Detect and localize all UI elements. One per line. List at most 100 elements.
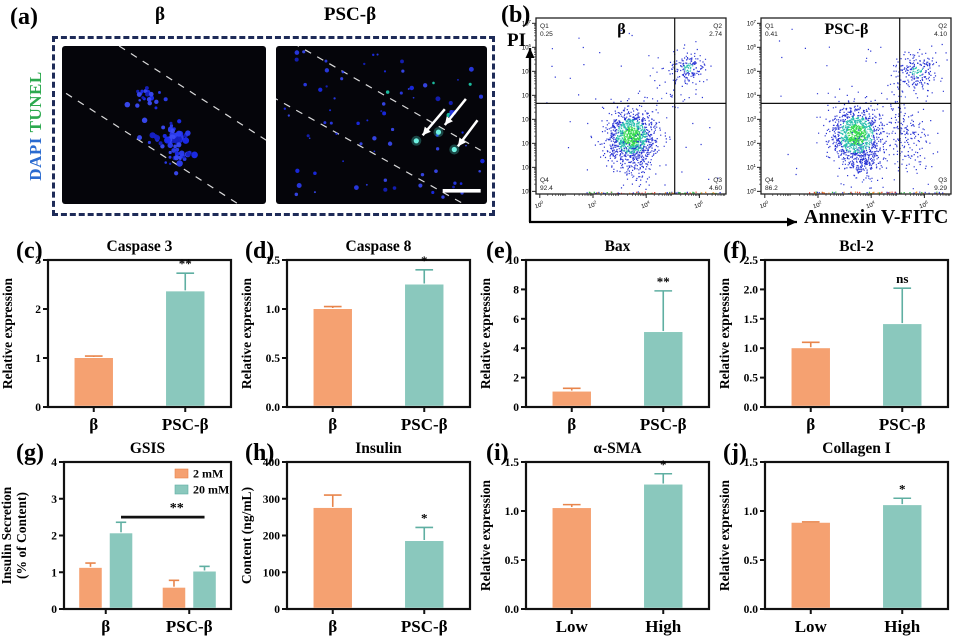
panel-c: (c) Caspase 3 Relative expression 0 1 2 3 β PSC… bbox=[0, 236, 239, 439]
bar bbox=[166, 291, 205, 406]
panel-label-a: (a) bbox=[10, 4, 38, 30]
tunel-label: TUNEL bbox=[26, 71, 45, 133]
bar bbox=[883, 324, 922, 406]
beta-micrograph-svg bbox=[62, 45, 273, 210]
bar bbox=[405, 541, 444, 608]
svg-text:Q4: Q4 bbox=[765, 177, 774, 184]
svg-text:0.5: 0.5 bbox=[744, 373, 759, 385]
bar bbox=[405, 284, 444, 406]
svg-text:106: 106 bbox=[747, 43, 757, 51]
beta-micrograph bbox=[62, 45, 273, 210]
svg-text:1.5: 1.5 bbox=[744, 457, 759, 469]
chart-caspase3: Caspase 3 Relative expression 0 1 2 3 β PSC-β ** bbox=[0, 238, 233, 434]
panel-label-b: (b) bbox=[501, 2, 531, 28]
svg-text:101: 101 bbox=[747, 163, 757, 171]
svg-text:Q2: Q2 bbox=[713, 23, 722, 30]
svg-text:3: 3 bbox=[51, 494, 57, 506]
panel-label-c: (c) bbox=[16, 238, 43, 264]
panel-h: (h) Insulin Content (ng/mL) 0 100 200 300 400 β… bbox=[239, 438, 478, 641]
svg-text:PSC-β: PSC-β bbox=[879, 415, 926, 434]
plot-frame bbox=[524, 460, 711, 611]
panel-f: (f) Bcl-2 Relative expression 0.0 0.5 1.0 1.5… bbox=[717, 236, 955, 439]
chart-bcl2: Bcl-2 Relative expression 0.0 0.5 1.0 1.5 2.0 2… bbox=[717, 238, 950, 434]
svg-text:104: 104 bbox=[640, 199, 652, 210]
svg-text:Relative expression: Relative expression bbox=[478, 479, 493, 591]
svg-text:PSC-β: PSC-β bbox=[401, 617, 448, 636]
svg-text:Low: Low bbox=[795, 617, 828, 636]
svg-text:PSC-β: PSC-β bbox=[166, 617, 213, 636]
panel-i: (i) α-SMA Relative expression 0.0 0.5 1.0 1.5… bbox=[478, 438, 717, 641]
svg-text:GSIS: GSIS bbox=[130, 440, 165, 457]
svg-text:0.0: 0.0 bbox=[744, 402, 759, 414]
chart-gsis: GSIS Insulin Secretion (% of Content) 0 1 2 3 4… bbox=[0, 440, 233, 636]
svg-text:*: * bbox=[899, 481, 906, 496]
svg-text:ns: ns bbox=[896, 271, 908, 286]
svg-text:100: 100 bbox=[533, 199, 545, 210]
bar bbox=[883, 505, 922, 608]
svg-text:Insulin Secretion: Insulin Secretion bbox=[0, 486, 14, 584]
bar bbox=[109, 533, 133, 608]
svg-text:1.0: 1.0 bbox=[266, 304, 281, 316]
svg-text:0.5: 0.5 bbox=[744, 555, 759, 567]
svg-text:0.41: 0.41 bbox=[765, 31, 778, 38]
svg-text:Insulin: Insulin bbox=[355, 440, 402, 457]
svg-text:β: β bbox=[806, 415, 815, 434]
svg-text:2: 2 bbox=[51, 531, 57, 543]
panel-g: (g) GSIS Insulin Secretion (% of Content) 0… bbox=[0, 438, 239, 641]
panel-label-f: (f) bbox=[723, 238, 747, 264]
svg-text:**: ** bbox=[657, 274, 670, 289]
svg-text:Q1: Q1 bbox=[540, 23, 549, 30]
svg-text:Q4: Q4 bbox=[540, 177, 549, 184]
scatter-points bbox=[778, 28, 948, 194]
chart-asma: α-SMA Relative expression 0.0 0.5 1.0 1.5 Low H… bbox=[478, 440, 711, 636]
svg-text:2.0: 2.0 bbox=[744, 284, 759, 296]
panel-label-g: (g) bbox=[16, 440, 44, 466]
bar bbox=[79, 567, 102, 608]
svg-text:**: ** bbox=[170, 501, 184, 516]
bar bbox=[162, 587, 186, 608]
svg-text:4.60: 4.60 bbox=[709, 185, 722, 192]
svg-text:(% of Content): (% of Content) bbox=[14, 492, 29, 579]
svg-text:0.0: 0.0 bbox=[744, 604, 759, 616]
tunel-arrows bbox=[421, 98, 479, 148]
svg-text:0: 0 bbox=[35, 402, 41, 414]
svg-text:2: 2 bbox=[35, 304, 41, 316]
flow-plot-beta: 100 101 102 103 104 105 106 107 100 102 104 106 β Q1 0… bbox=[504, 10, 734, 220]
svg-text:4.10: 4.10 bbox=[934, 31, 947, 38]
svg-text:β: β bbox=[101, 617, 110, 636]
svg-text:Relative expression: Relative expression bbox=[239, 277, 254, 389]
svg-text:4: 4 bbox=[513, 343, 519, 355]
svg-text:α-SMA: α-SMA bbox=[593, 440, 642, 457]
svg-text:101: 101 bbox=[522, 163, 532, 171]
legend: 2 mM 20 mM bbox=[174, 467, 229, 497]
pi-axis-label: PI bbox=[507, 30, 526, 51]
bar bbox=[644, 484, 683, 608]
svg-text:86.2: 86.2 bbox=[765, 185, 778, 192]
svg-text:Bax: Bax bbox=[605, 238, 631, 255]
plot-frame bbox=[285, 258, 472, 409]
svg-text:106: 106 bbox=[522, 43, 532, 51]
svg-text:2 mM: 2 mM bbox=[193, 467, 223, 481]
scatter-points bbox=[546, 29, 721, 194]
svg-text:1.5: 1.5 bbox=[266, 255, 281, 267]
bar bbox=[644, 332, 683, 406]
svg-text:102: 102 bbox=[812, 199, 824, 210]
chart-collagen1: Collagen I Relative expression 0.0 0.5 1.0 1.… bbox=[717, 440, 950, 636]
svg-text:β: β bbox=[328, 415, 337, 434]
panel-label-e: (e) bbox=[486, 238, 513, 264]
svg-text:2.5: 2.5 bbox=[744, 255, 759, 267]
bar bbox=[552, 508, 591, 608]
svg-text:0.0: 0.0 bbox=[266, 402, 281, 414]
svg-text:300: 300 bbox=[263, 494, 281, 506]
svg-text:9.29: 9.29 bbox=[934, 185, 947, 192]
svg-text:Relative expression: Relative expression bbox=[717, 479, 732, 591]
svg-text:400: 400 bbox=[263, 457, 281, 469]
bar bbox=[552, 391, 591, 406]
svg-text:1.0: 1.0 bbox=[505, 506, 520, 518]
svg-text:β: β bbox=[89, 415, 98, 434]
svg-text:Q1: Q1 bbox=[765, 23, 774, 30]
panel-label-i: (i) bbox=[486, 440, 509, 466]
svg-text:105: 105 bbox=[522, 67, 532, 75]
panel-j: (j) Collagen I Relative expression 0.0 0.5 1… bbox=[717, 438, 955, 641]
svg-text:2: 2 bbox=[513, 373, 519, 385]
